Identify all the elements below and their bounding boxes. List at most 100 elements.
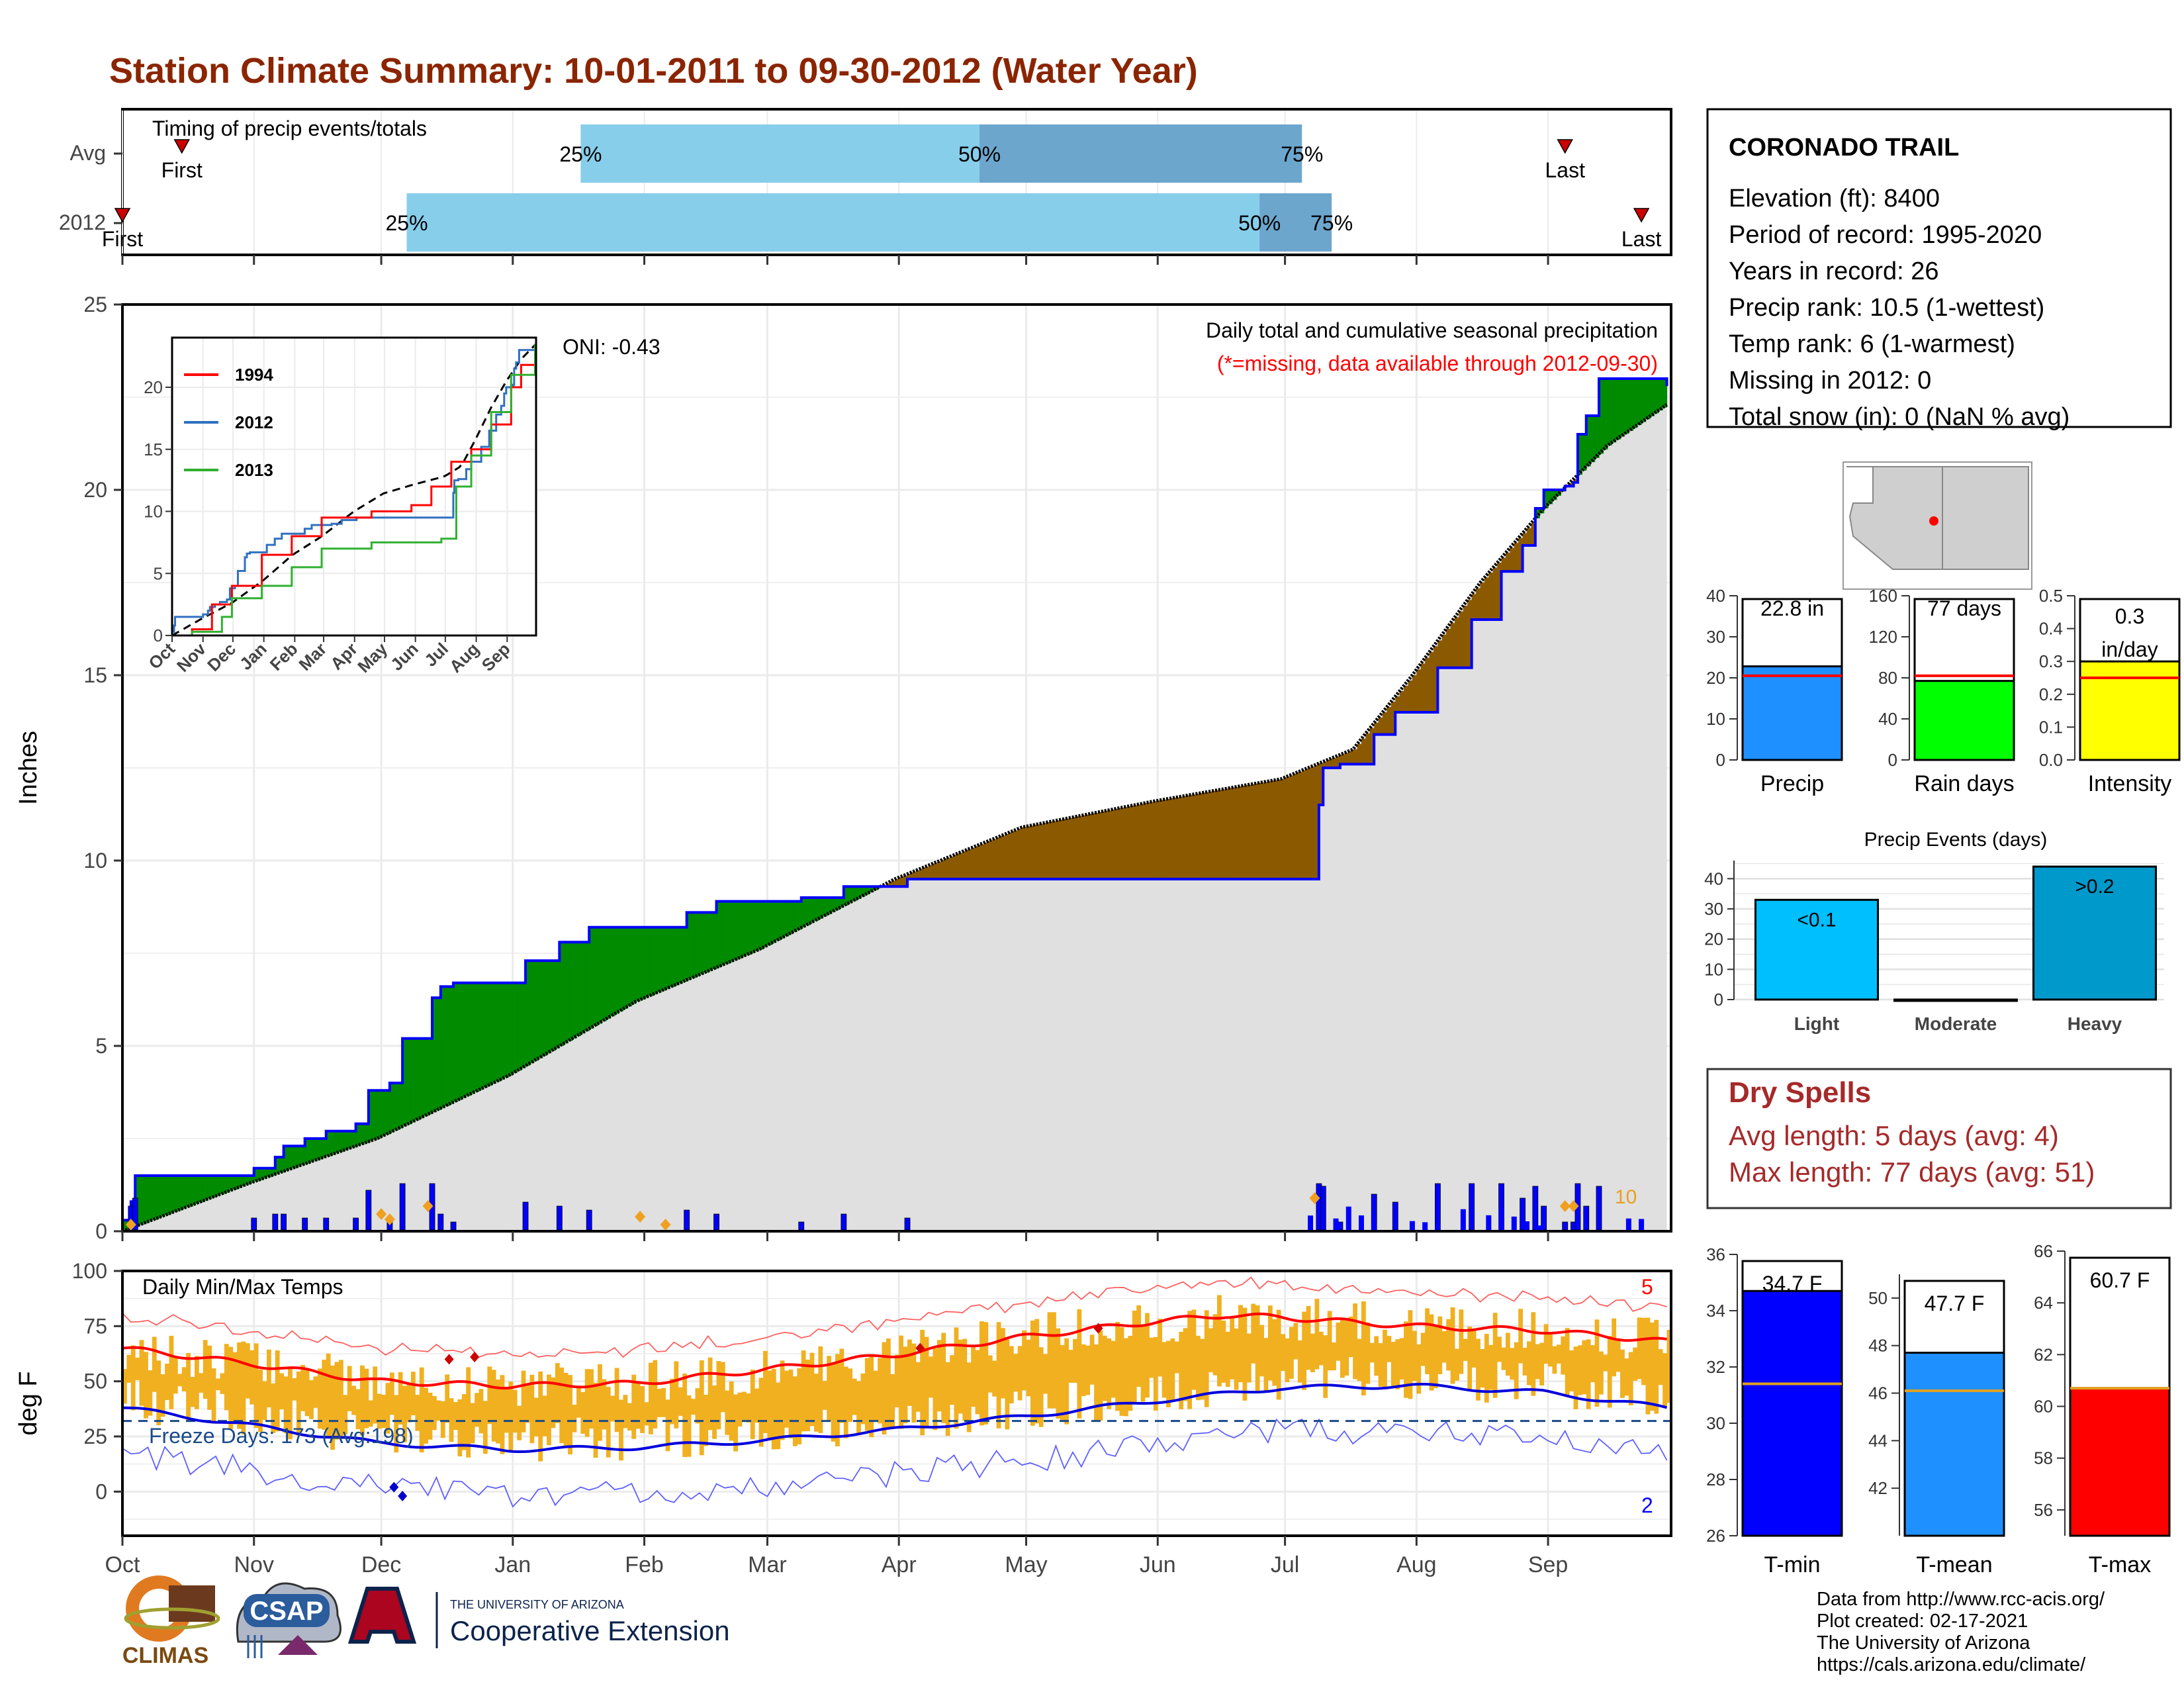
precip-ytick-10: 10 xyxy=(83,849,107,872)
inset-2013-line xyxy=(172,344,536,637)
month-label-may: May xyxy=(1005,1552,1047,1577)
svg-text:26: 26 xyxy=(1706,1526,1725,1546)
station-info-line: Missing in 2012: 0 xyxy=(1729,367,1931,395)
svg-text:22.8 in: 22.8 in xyxy=(1760,596,1824,620)
svg-text:20: 20 xyxy=(1706,668,1725,688)
oni-label: ONI: -0.43 xyxy=(563,335,660,359)
svg-text:in/day: in/day xyxy=(2101,637,2158,661)
precip-annotation: Daily total and cumulative seasonal prec… xyxy=(1206,318,1658,342)
svg-text:48: 48 xyxy=(1868,1336,1888,1356)
temp-bar-t-mean: 42 44 46 48 50 47.7 F T-mean xyxy=(1868,1274,2005,1577)
timing-bar-avg-q3 xyxy=(979,124,1302,183)
precip-ytick-25: 25 xyxy=(83,293,107,316)
svg-text:<0.1: <0.1 xyxy=(1797,909,1836,931)
precip-ylabel: Inches xyxy=(15,731,42,805)
inset-ytick-20: 20 xyxy=(144,377,163,397)
svg-text:160: 160 xyxy=(1869,586,1897,606)
timing-last-marker-2012 xyxy=(1633,208,1650,223)
timing-bar-avg-q2 xyxy=(580,124,980,183)
svg-text:62: 62 xyxy=(2034,1344,2053,1364)
station-location-dot xyxy=(1929,516,1938,526)
station-info-line: Total snow (in): 0 (NaN % avg) xyxy=(1729,403,2070,431)
summary-bar-precip: 0 10 20 30 40 22.8 in Precip xyxy=(1706,586,1843,796)
precip-ytick-5: 5 xyxy=(95,1034,107,1058)
climas-logo: CLIMAS xyxy=(122,1575,220,1668)
inset-ytick-5: 5 xyxy=(154,563,163,583)
svg-text:80: 80 xyxy=(1878,668,1897,688)
footer-line: https://cals.arizona.edu/climate/ xyxy=(1817,1654,2086,1675)
inset-ytick-10: 10 xyxy=(144,502,163,522)
record-low-line xyxy=(122,1418,1668,1508)
svg-text:Precip: Precip xyxy=(1760,771,1824,796)
svg-text:47.7 F: 47.7 F xyxy=(1925,1291,1985,1315)
ua-small-text: THE UNIVERSITY OF ARIZONA xyxy=(450,1598,624,1611)
timing-first-marker-2012 xyxy=(114,208,131,223)
footer-credits: Data from http://www.rcc-acis.org/Plot c… xyxy=(1817,1589,2105,1675)
station-name: CORONADO TRAIL xyxy=(1729,134,1959,162)
dry-spells-title: Dry Spells xyxy=(1729,1076,1871,1109)
svg-text:T-min: T-min xyxy=(1764,1552,1821,1577)
record-high-line xyxy=(122,1276,1667,1358)
month-label-dec: Dec xyxy=(361,1552,401,1577)
temp-ytick-25: 25 xyxy=(83,1425,107,1448)
temp-bar-t-min: 26 28 30 32 34 36 34.7 F T-min xyxy=(1706,1244,1843,1577)
svg-text:Moderate: Moderate xyxy=(1915,1013,1997,1034)
station-info-line: Elevation (ft): 8400 xyxy=(1729,185,1940,212)
svg-text:42: 42 xyxy=(1868,1478,1888,1498)
svg-text:44: 44 xyxy=(1868,1430,1888,1450)
timing-p50-2012: 50% xyxy=(1238,211,1281,235)
svg-text:30: 30 xyxy=(1704,899,1723,919)
station-info-line: Temp rank: 6 (1-warmest) xyxy=(1729,330,2015,358)
svg-text:40: 40 xyxy=(1706,586,1725,606)
freeze-days-label: Freeze Days: 173 (Avg:198) xyxy=(149,1424,414,1448)
svg-text:46: 46 xyxy=(1868,1383,1888,1403)
svg-text:56: 56 xyxy=(2034,1500,2053,1520)
timing-last-marker-avg xyxy=(1557,139,1573,154)
svg-text:0: 0 xyxy=(1716,750,1725,770)
month-label-jan: Jan xyxy=(494,1552,531,1577)
svg-text:T-max: T-max xyxy=(2089,1552,2151,1577)
timing-bar-2012-q2 xyxy=(406,193,1260,252)
event-bar-moderate: Moderate xyxy=(1893,998,2018,1034)
svg-text:0.5: 0.5 xyxy=(2039,586,2063,606)
precip-ytick-20: 20 xyxy=(83,478,107,502)
svg-text:40: 40 xyxy=(1878,709,1897,729)
svg-text:0.3: 0.3 xyxy=(2115,604,2144,628)
month-label-jun: Jun xyxy=(1140,1552,1176,1577)
svg-text:0.0: 0.0 xyxy=(2039,750,2063,770)
svg-text:0.3: 0.3 xyxy=(2039,651,2063,671)
timing-label: Timing of precip events/totals xyxy=(152,117,427,140)
page-title: Station Climate Summary: 10-01-2011 to 0… xyxy=(109,51,1198,91)
month-label-jul: Jul xyxy=(1271,1552,1299,1577)
ua-logo: THE UNIVERSITY OF ARIZONA Cooperative Ex… xyxy=(347,1587,730,1648)
svg-text:60.7 F: 60.7 F xyxy=(2090,1268,2150,1292)
svg-text:Light: Light xyxy=(1794,1013,1839,1034)
footer-line: Plot created: 02-17-2021 xyxy=(1817,1611,2028,1632)
svg-text:77 days: 77 days xyxy=(1927,596,2001,620)
svg-text:Heavy: Heavy xyxy=(2068,1013,2122,1034)
svg-text:64: 64 xyxy=(2034,1293,2053,1313)
month-label-mar: Mar xyxy=(748,1552,787,1577)
inset-ytick-0: 0 xyxy=(154,626,163,645)
temp-label: Daily Min/Max Temps xyxy=(142,1275,343,1299)
station-info-line: Precip rank: 10.5 (1-wettest) xyxy=(1729,294,2044,322)
svg-text:34: 34 xyxy=(1706,1301,1725,1321)
ua-big-text: Cooperative Extension xyxy=(450,1615,730,1646)
timing-p75-2012: 75% xyxy=(1310,211,1353,235)
svg-text:20: 20 xyxy=(1704,929,1723,949)
svg-text:60: 60 xyxy=(2034,1397,2053,1417)
timing-last-label-avg: Last xyxy=(1545,158,1585,182)
svg-text:50: 50 xyxy=(1868,1288,1888,1308)
precip-events-title: Precip Events (days) xyxy=(1864,829,2048,851)
csap-logo: CSAP xyxy=(236,1582,341,1658)
summary-bar-intensity: 0.0 0.1 0.2 0.3 0.4 0.5 0.3 in/day Intensity xyxy=(2039,586,2181,796)
timing-first-marker-avg xyxy=(173,139,191,154)
svg-text:30: 30 xyxy=(1706,627,1725,647)
summary-bar-rain-days: 0 40 80 120 160 77 days Rain days xyxy=(1869,586,2015,796)
inset-legend-label-2012: 2012 xyxy=(235,412,273,432)
svg-text:>0.2: >0.2 xyxy=(2075,876,2114,898)
month-label-aug: Aug xyxy=(1396,1552,1437,1577)
svg-text:0.2: 0.2 xyxy=(2039,684,2063,704)
temp-top-count: 5 xyxy=(1641,1275,1653,1299)
temp-ytick-75: 75 xyxy=(83,1314,107,1338)
